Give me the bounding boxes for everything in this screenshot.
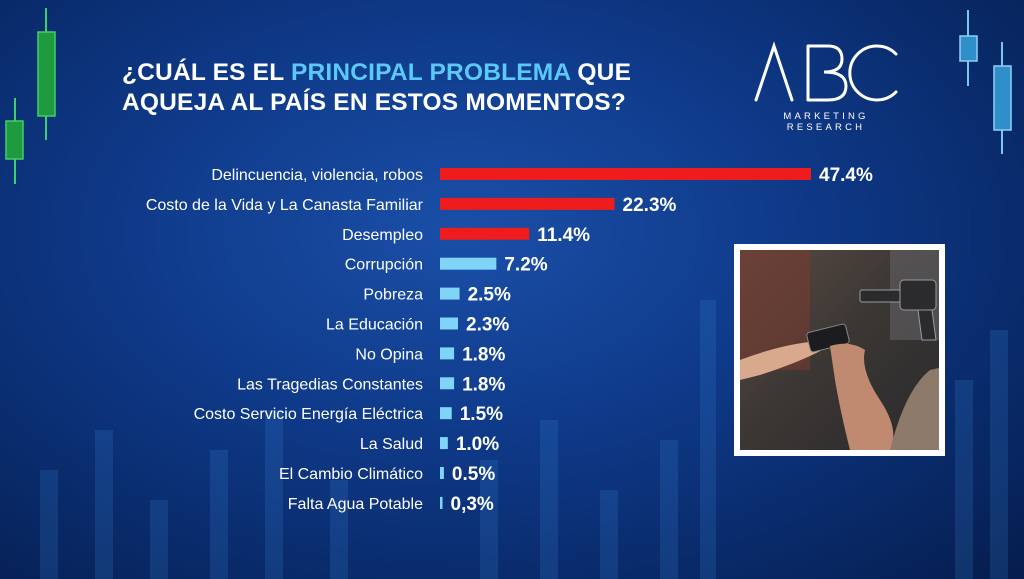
- bar: [440, 287, 460, 300]
- bar: [440, 407, 452, 420]
- category-label: Costo de la Vida y La Canasta Familiar: [146, 197, 424, 214]
- bar: [440, 347, 455, 360]
- value-label: 2.3%: [466, 315, 509, 336]
- bar: [440, 227, 530, 240]
- bar: [440, 168, 811, 180]
- category-label: No Opina: [355, 346, 423, 363]
- bar: [440, 467, 444, 479]
- category-label: Falta Agua Potable: [288, 496, 423, 513]
- category-label: Delincuencia, violencia, robos: [211, 167, 423, 184]
- value-label: 7.2%: [504, 255, 547, 276]
- value-label: 0,3%: [451, 494, 494, 515]
- chart-title: ¿CUÁL ES EL PRINCIPAL PROBLEMA QUE AQUEJ…: [122, 58, 682, 118]
- category-label: La Educación: [326, 317, 423, 334]
- value-label: 11.4%: [537, 225, 590, 246]
- abc-logo: MARKETING RESEARCH: [752, 40, 900, 140]
- category-label: Corrupción: [345, 257, 423, 274]
- bar: [440, 197, 615, 210]
- value-label: 1.0%: [456, 434, 499, 455]
- value-label: 2.5%: [468, 285, 511, 306]
- title-part-1: ¿CUÁL ES EL: [122, 59, 291, 86]
- bar: [440, 377, 455, 390]
- abc-logo-mark: [754, 41, 898, 102]
- category-label: Desempleo: [342, 227, 423, 244]
- robbery-photo-illustration: [740, 250, 939, 450]
- bar: [440, 257, 497, 270]
- category-label: La Salud: [360, 436, 423, 453]
- title-part-2: QUE AQUEJA AL PAÍS EN ESTOS MOMENTOS?: [122, 59, 632, 116]
- value-label: 0.5%: [452, 464, 495, 485]
- blue-candlesticks: [959, 10, 1012, 154]
- value-label: 22.3%: [623, 195, 677, 216]
- bar: [440, 437, 448, 450]
- title-highlight: PRINCIPAL PROBLEMA: [290, 59, 571, 86]
- value-label: 1.8%: [462, 374, 505, 395]
- news-photo: [734, 244, 945, 456]
- value-label: 47.4%: [819, 165, 873, 186]
- value-label: 1.8%: [462, 344, 505, 365]
- value-label: 1.5%: [460, 404, 503, 425]
- category-label: Pobreza: [363, 287, 423, 304]
- bar: [440, 496, 443, 509]
- logo-line-1: MARKETING: [783, 111, 869, 122]
- background-bars: [40, 300, 1008, 579]
- category-label: Las Tragedias Constantes: [237, 376, 423, 393]
- category-label: Costo Servicio Energía Eléctrica: [194, 406, 424, 423]
- logo-line-2: RESEARCH: [786, 122, 866, 133]
- category-label: El Cambio Climático: [279, 466, 423, 483]
- green-candlesticks: [5, 8, 56, 184]
- bar: [440, 317, 459, 330]
